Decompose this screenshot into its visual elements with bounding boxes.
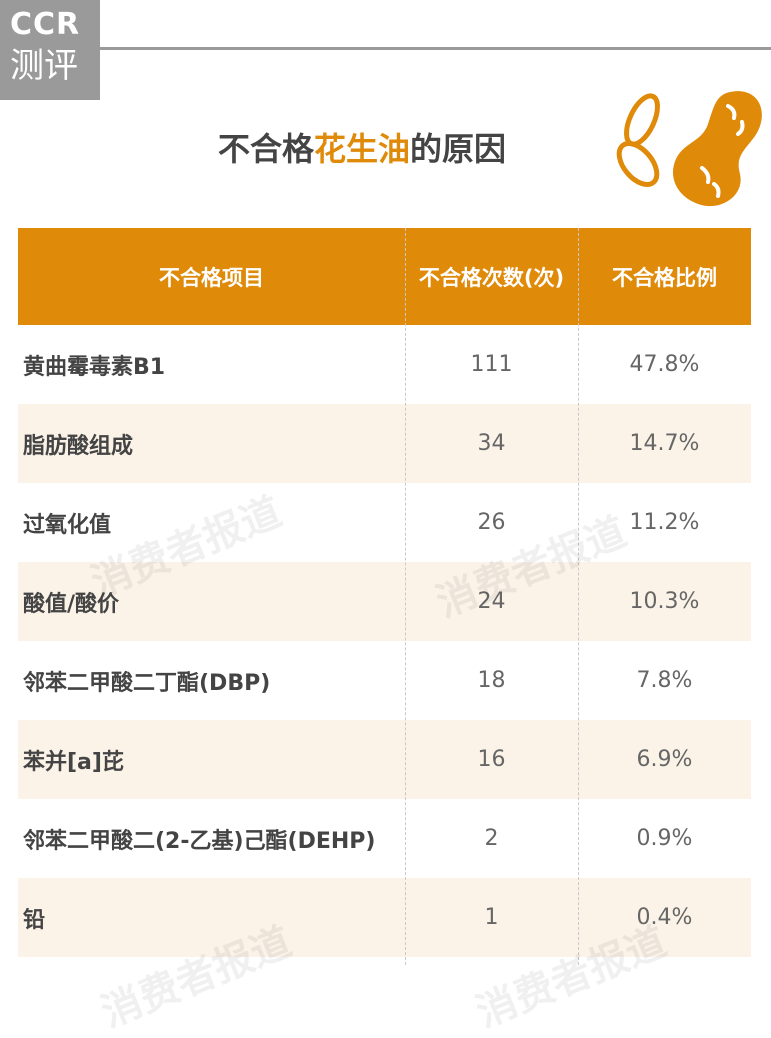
row-count: 16 (477, 747, 506, 772)
row-item: 铅 (23, 907, 46, 933)
row-ratio: 0.4% (636, 905, 693, 930)
page-title: 不合格花生油的原因 (218, 125, 506, 173)
ccr-logo: CCR 测评 (0, 0, 100, 100)
table-row: 苯并[a]芘 16 6.9% (18, 720, 751, 799)
row-ratio: 47.8% (629, 352, 700, 377)
row-count: 2 (484, 826, 499, 851)
row-count: 26 (477, 510, 506, 535)
column-divider (405, 228, 406, 965)
title-accent: 花生油 (314, 130, 411, 168)
row-count: 18 (477, 668, 506, 693)
column-divider (578, 228, 579, 965)
row-count: 111 (470, 352, 513, 377)
row-ratio: 14.7% (629, 431, 700, 456)
table-row: 脂肪酸组成 34 14.7% (18, 404, 751, 483)
row-item: 黄曲霉毒素B1 (23, 354, 166, 380)
row-item: 苯并[a]芘 (23, 749, 124, 775)
row-count: 34 (477, 431, 506, 456)
row-count: 1 (484, 905, 499, 930)
unqualified-reasons-table: 不合格项目 不合格次数(次) 不合格比例 黄曲霉毒素B1 111 47.8% 脂… (18, 228, 751, 957)
title-part-1: 不合格 (218, 130, 315, 168)
title-part-2: 的原因 (410, 130, 507, 168)
table-row: 邻苯二甲酸二(2-乙基)己酯(DEHP) 2 0.9% (18, 799, 751, 878)
row-item: 邻苯二甲酸二丁酯(DBP) (23, 670, 271, 696)
table-header: 不合格项目 不合格次数(次) 不合格比例 (18, 228, 751, 325)
row-item: 脂肪酸组成 (23, 433, 134, 459)
logo-text-ccr: CCR (10, 7, 81, 42)
peanut-icon (616, 91, 762, 207)
table-row: 邻苯二甲酸二丁酯(DBP) 18 7.8% (18, 641, 751, 720)
row-count: 24 (477, 589, 506, 614)
row-item: 过氧化值 (23, 512, 112, 538)
row-ratio: 11.2% (629, 510, 700, 535)
table-row: 黄曲霉毒素B1 111 47.8% (18, 325, 751, 404)
row-ratio: 6.9% (636, 747, 693, 772)
header-item: 不合格项目 (159, 265, 264, 290)
header-divider (100, 47, 771, 50)
row-ratio: 7.8% (636, 668, 693, 693)
row-ratio: 10.3% (629, 589, 700, 614)
table-row: 过氧化值 26 11.2% (18, 483, 751, 562)
table-row: 酸值/酸价 24 10.3% (18, 562, 751, 641)
row-ratio: 0.9% (636, 826, 693, 851)
row-item: 邻苯二甲酸二(2-乙基)己酯(DEHP) (23, 828, 376, 854)
row-item: 酸值/酸价 (23, 591, 120, 617)
table-row: 铅 1 0.4% (18, 878, 751, 957)
header-count: 不合格次数(次) (418, 265, 565, 290)
logo-text-review: 测评 (10, 46, 78, 86)
header-ratio: 不合格比例 (612, 265, 717, 290)
